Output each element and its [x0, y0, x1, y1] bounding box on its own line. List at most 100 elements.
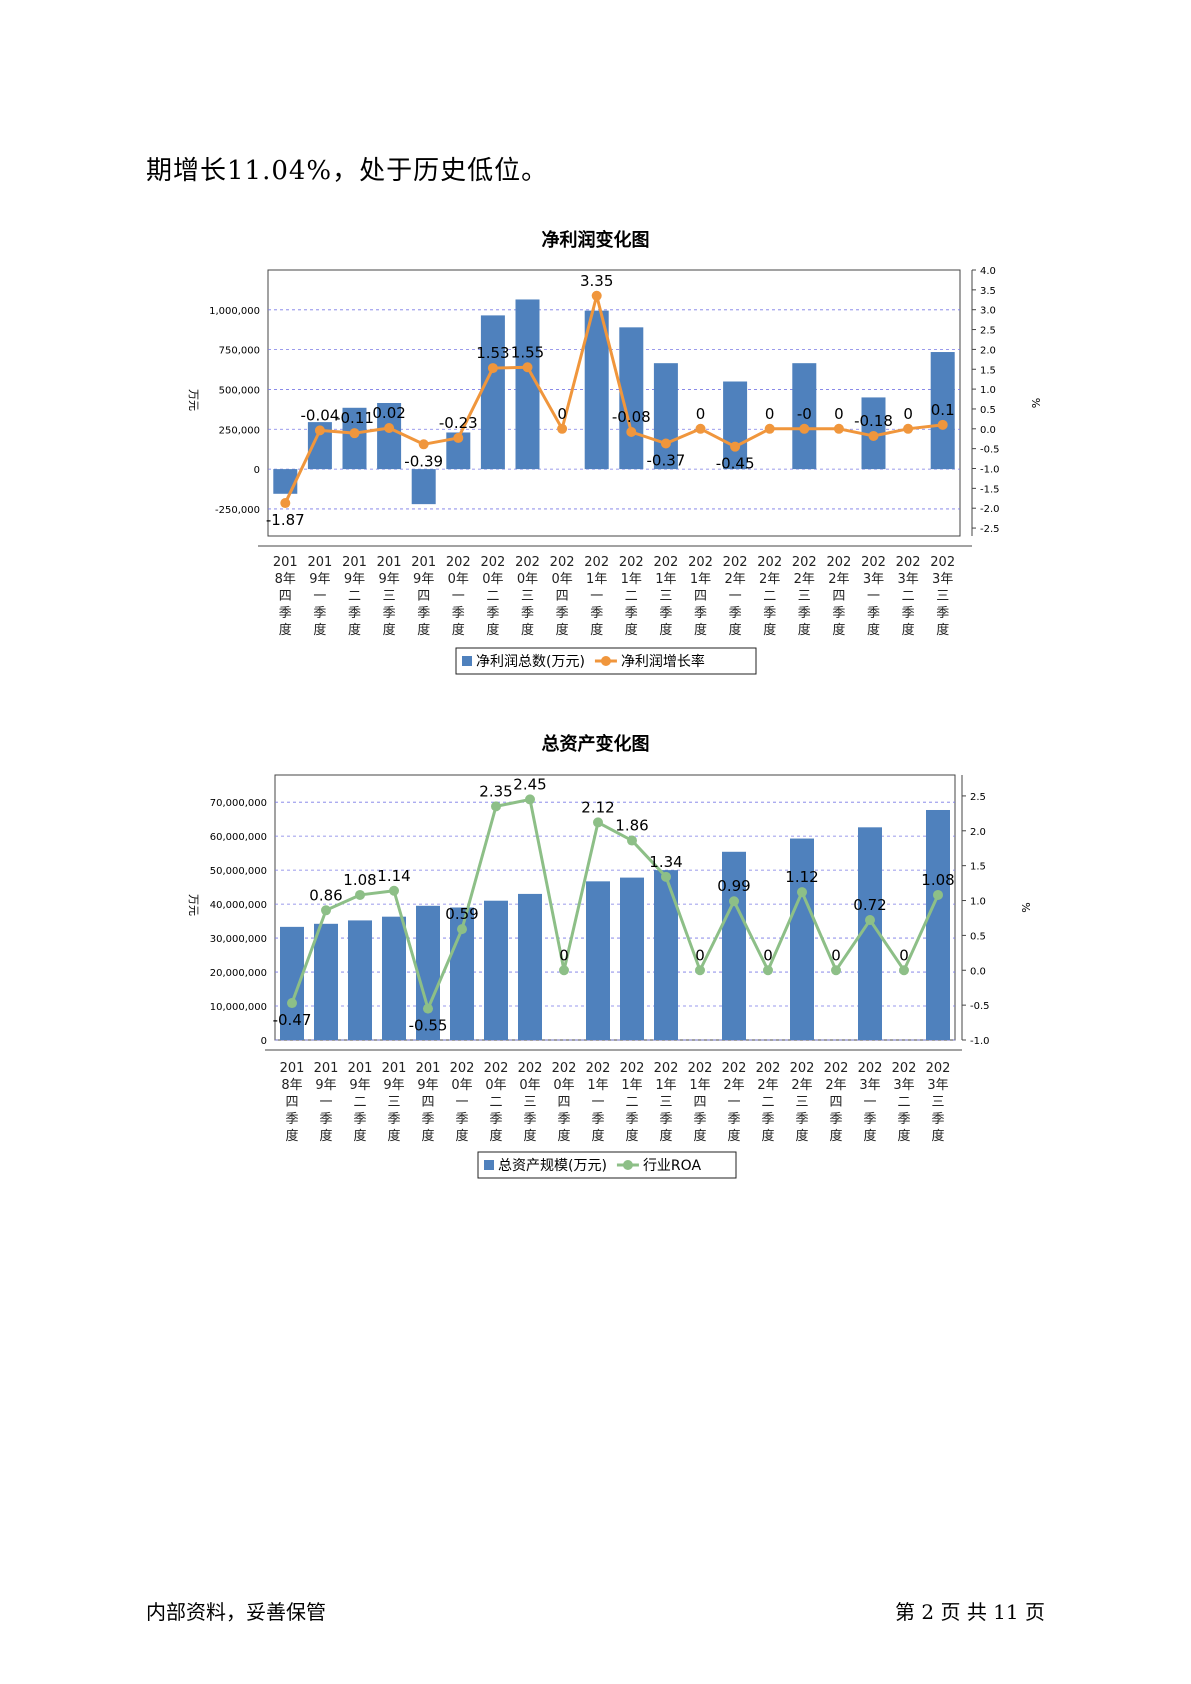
left-tick-label: 50,000,000 — [210, 866, 267, 877]
category-label: 201 — [416, 1061, 441, 1076]
category-label: 9年 — [349, 1078, 370, 1093]
right-tick-label: -1.0 — [970, 1036, 990, 1047]
category-label: 1年 — [586, 572, 607, 587]
category-label: 四 — [417, 589, 430, 604]
category-label: 1年 — [621, 1078, 642, 1093]
category-label: 9年 — [309, 572, 330, 587]
category-label: 四 — [693, 1095, 706, 1110]
right-tick-label: 0.5 — [970, 931, 986, 942]
category-label: 度 — [486, 622, 499, 638]
category-label: 201 — [342, 555, 367, 570]
category-label: 二 — [902, 589, 915, 604]
right-axis-unit: % — [1029, 398, 1042, 408]
category-label: 季 — [798, 606, 811, 621]
category-label: 1年 — [655, 1078, 676, 1093]
line-point — [764, 423, 775, 434]
category-label: 四 — [279, 589, 292, 604]
bar — [484, 900, 508, 1040]
category-label: 度 — [659, 622, 672, 638]
category-label: 202 — [926, 1061, 951, 1076]
category-label: 度 — [279, 622, 292, 638]
category-label: 1年 — [690, 572, 711, 587]
category-label: 1年 — [621, 572, 642, 587]
category-label: 度 — [523, 1128, 536, 1144]
category-label: 季 — [452, 606, 465, 621]
category-label: 季 — [421, 1112, 434, 1127]
category-label: 2年 — [791, 1078, 812, 1093]
left-tick-label: 500,000 — [219, 385, 260, 396]
category-label: 度 — [285, 1128, 298, 1144]
category-label: 3年 — [897, 572, 918, 587]
point-label: 0.72 — [853, 896, 886, 914]
bar — [342, 407, 367, 470]
category-label: 202 — [757, 555, 782, 570]
footer-page-number: 第 2 页 共 11 页 — [895, 1600, 1045, 1624]
category-label: 三 — [798, 589, 811, 604]
category-label: 度 — [798, 622, 811, 638]
category-label: 202 — [688, 555, 713, 570]
category-label: 季 — [590, 606, 603, 621]
bar — [930, 352, 955, 470]
category-label: 二 — [486, 589, 499, 604]
point-label: 0.86 — [309, 886, 342, 904]
category-label: 2年 — [759, 572, 780, 587]
category-label: 202 — [930, 555, 955, 570]
category-label: 度 — [897, 1128, 910, 1144]
category-label: 2年 — [757, 1078, 778, 1093]
category-label: 9年 — [315, 1078, 336, 1093]
category-label: 季 — [693, 1112, 706, 1127]
category-label: 201 — [280, 1061, 305, 1076]
category-label: 202 — [446, 555, 471, 570]
category-label: 四 — [832, 589, 845, 604]
line-point — [557, 423, 568, 434]
line-point — [280, 498, 291, 509]
category-label: 202 — [518, 1061, 543, 1076]
category-label: 度 — [353, 1128, 366, 1144]
category-label: 季 — [763, 606, 776, 621]
category-label: 3年 — [893, 1078, 914, 1093]
category-label: 202 — [790, 1061, 815, 1076]
line-point — [423, 1003, 433, 1014]
category-label: 一 — [313, 589, 326, 604]
point-label: 2.35 — [479, 782, 512, 800]
right-tick-label: 0.5 — [980, 405, 996, 416]
category-label: 一 — [867, 589, 880, 604]
category-label: 四 — [829, 1095, 842, 1110]
category-label: 二 — [761, 1095, 774, 1110]
legend-line-label: 净利润增长率 — [621, 653, 705, 670]
category-label: 度 — [659, 1128, 672, 1144]
category-label: 2年 — [724, 572, 745, 587]
category-label: 201 — [307, 555, 332, 570]
line-point — [695, 965, 705, 976]
line-point — [833, 423, 844, 434]
bar — [653, 363, 678, 470]
point-label: 0 — [557, 405, 567, 423]
category-label: 202 — [653, 555, 678, 570]
line-point — [729, 896, 739, 907]
right-tick-label: -1.0 — [980, 465, 1000, 476]
category-label: 度 — [936, 622, 949, 638]
line-point — [730, 441, 741, 452]
legend-box — [477, 1151, 737, 1179]
category-label: 一 — [590, 589, 603, 604]
category-label: 度 — [795, 1128, 808, 1144]
right-tick-label: 2.0 — [970, 827, 986, 838]
bar — [480, 315, 505, 470]
category-label: 季 — [931, 1112, 944, 1127]
left-tick-label: 20,000,000 — [210, 968, 267, 979]
bar — [416, 905, 440, 1040]
category-label: 度 — [452, 622, 465, 638]
category-label: 度 — [521, 622, 534, 638]
bar — [314, 923, 338, 1040]
point-label: 1.14 — [377, 867, 410, 885]
right-tick-label: 0.0 — [970, 966, 986, 977]
category-label: 2年 — [828, 572, 849, 587]
category-label: 度 — [417, 622, 430, 638]
category-label: 0年 — [517, 572, 538, 587]
category-label: 二 — [625, 589, 638, 604]
category-label: 0年 — [551, 572, 572, 587]
legend-bar-label: 总资产规模(万元) — [498, 1158, 607, 1174]
category-label: 二 — [897, 1095, 910, 1110]
category-label: 四 — [694, 589, 707, 604]
line-point — [831, 965, 841, 976]
